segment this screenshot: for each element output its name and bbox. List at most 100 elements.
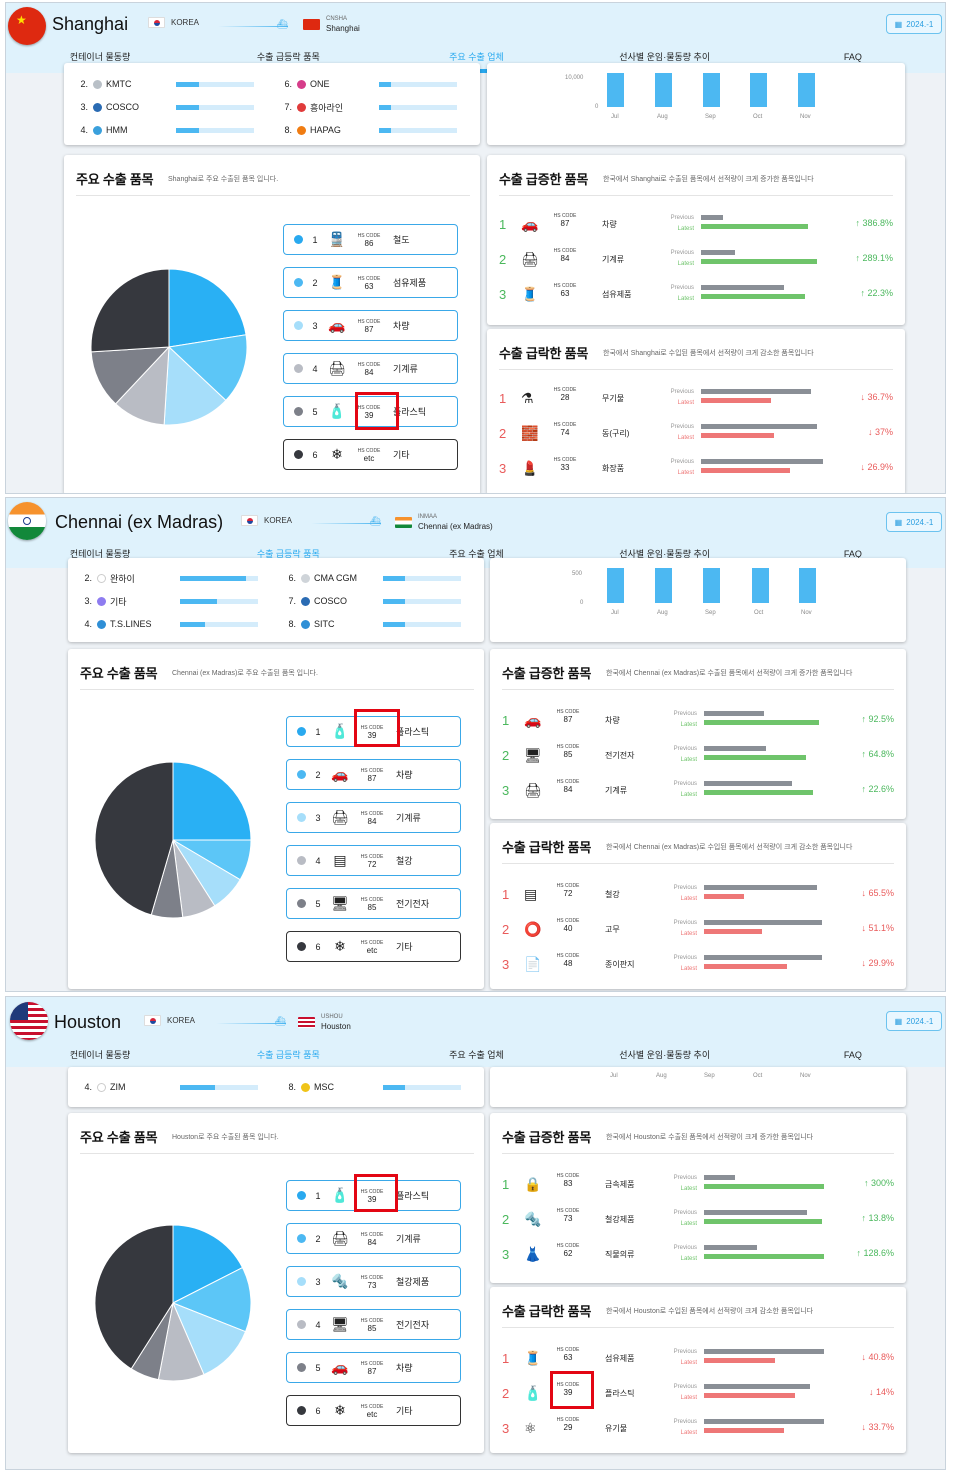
- carrier-bar: [176, 105, 254, 110]
- tab-rise-fall[interactable]: 수출 급등락 품목: [256, 52, 320, 62]
- item-name: 철강: [396, 856, 413, 866]
- carrier-item: 2. KMTC: [80, 79, 132, 89]
- fall-row[interactable]: 3 📄 HS CODE 48 종이판지 Previous Latest ↓ 29.9…: [502, 953, 894, 977]
- items-pie-chart[interactable]: [93, 760, 253, 920]
- rise-row[interactable]: 3 🧵 HS CODE 63 섬유제품 Previous Latest ↑ 22.3…: [499, 283, 893, 307]
- pie-slice[interactable]: [167, 334, 248, 402]
- carrier-bar: [379, 128, 457, 133]
- carrier-item: 8. SITC: [288, 619, 335, 629]
- header: Houston KOREA ⛴ USHOU Houston ▦ 2024.-1 컨테…: [6, 997, 945, 1071]
- rise-row[interactable]: 1 🚗 HS CODE 87 차량 Previous Latest ↑ 386.8%: [499, 213, 893, 237]
- x-axis-tick: Sep: [705, 610, 716, 616]
- previous-bar: [704, 1384, 810, 1389]
- tab-freight[interactable]: 선사별 운임·물동량 추이: [619, 52, 711, 62]
- tab-freight[interactable]: 선사별 운임·물동량 추이: [619, 1050, 711, 1060]
- item-name: 기타: [396, 1406, 413, 1416]
- tab-freight[interactable]: 선사별 운임·물동량 추이: [619, 549, 711, 559]
- legend-item[interactable]: 3 🔩 HS CODE 73 철강제품: [286, 1266, 461, 1297]
- section-subtitle: 한국에서 Chennai (ex Madras)로 수입된 품목에서 선적량이 …: [606, 844, 853, 851]
- legend-item[interactable]: 5 🖥 HS CODE 85 전기전자: [286, 888, 461, 919]
- x-axis-tick: Oct: [753, 114, 763, 120]
- tab-volume[interactable]: 컨테이너 물동량: [69, 1050, 131, 1060]
- tab-faq[interactable]: FAQ: [843, 52, 862, 62]
- fall-row[interactable]: 2 🧴 HS CODE 39 플라스틱 Previous Latest ↓ 14%: [502, 1382, 894, 1406]
- row-rank: 2: [499, 426, 507, 441]
- rise-row[interactable]: 2 🖥 HS CODE 85 전기전자 Previous Latest ↑ 64.8…: [502, 744, 894, 768]
- rise-row[interactable]: 1 🔒 HS CODE 83 금속제품 Previous Latest ↑ 300%: [502, 1173, 894, 1197]
- carrier-item: 7. 흥아라인: [284, 102, 344, 113]
- legend-dot: [294, 450, 303, 459]
- legend-item[interactable]: 2 🖨 HS CODE 84 기계류: [286, 1223, 461, 1254]
- legend-item[interactable]: 2 🚗 HS CODE 87 차량: [286, 759, 461, 790]
- destination: INMAA Chennai (ex Madras): [395, 512, 493, 532]
- pie-slice[interactable]: [94, 761, 174, 916]
- items-pie-chart[interactable]: [93, 1223, 253, 1383]
- rise-row[interactable]: 3 🖨 HS CODE 84 기계류 Previous Latest ↑ 22.6%: [502, 779, 894, 803]
- fall-row[interactable]: 2 🧱 HS CODE 74 동(구리) Previous Latest ↓ 37%: [499, 422, 893, 446]
- legend-item[interactable]: 3 🚗 HS CODE 87 차량: [283, 310, 458, 341]
- tab-exporters[interactable]: 주요 수출 업체: [449, 1050, 504, 1060]
- legend-item[interactable]: 6 ❄ HS CODE etc 기타: [283, 439, 458, 470]
- pie-slice[interactable]: [163, 345, 227, 426]
- carrier-item: 6. CMA CGM: [288, 573, 358, 583]
- item-name: 기계류: [393, 364, 418, 374]
- date-badge[interactable]: ▦ 2024.-1: [886, 512, 942, 532]
- hs-code: HS CODE 39: [360, 1188, 384, 1204]
- fall-row[interactable]: 3 💄 HS CODE 33 화장품 Previous Latest ↓ 26.9%: [499, 457, 893, 481]
- fall-row[interactable]: 3 ⚛ HS CODE 29 유기물 Previous Latest ↓ 33.7%: [502, 1417, 894, 1441]
- latest-bar: [704, 755, 806, 760]
- x-axis-tick: Sep: [704, 1073, 715, 1079]
- hs-code: HS CODE 39: [357, 404, 381, 420]
- main-items-card: 주요 수출 품목 Houston로 주요 수출된 품목 입니다. 1 🧴 HS …: [68, 1113, 484, 1453]
- hs-code: HS CODE 63: [556, 1347, 580, 1362]
- previous-bar: [704, 955, 822, 960]
- pie-slice[interactable]: [172, 1302, 247, 1376]
- hs-code: HS CODE 39: [360, 724, 384, 740]
- route-line: ⛴: [311, 516, 381, 526]
- rise-row[interactable]: 2 🔩 HS CODE 73 철강제품 Previous Latest ↑ 13.8…: [502, 1208, 894, 1232]
- volume-trend-card: 500 0 Jul Aug Sep Oct Nov: [490, 558, 906, 642]
- row-rank: 1: [499, 217, 507, 232]
- legend-item[interactable]: 2 🧵 HS CODE 63 섬유제품: [283, 267, 458, 298]
- pie-slice[interactable]: [172, 761, 252, 841]
- legend-item[interactable]: 1 🧴 HS CODE 39 플라스틱: [286, 1180, 461, 1211]
- legend-item[interactable]: 5 🚗 HS CODE 87 차량: [286, 1352, 461, 1383]
- fall-row[interactable]: 1 🧵 HS CODE 63 섬유제품 Previous Latest ↓ 40.8…: [502, 1347, 894, 1371]
- rise-row[interactable]: 1 🚗 HS CODE 87 차량 Previous Latest ↑ 92.5%: [502, 709, 894, 733]
- row-rank: 1: [502, 1177, 510, 1192]
- fall-row[interactable]: 1 ⚗ HS CODE 28 무기물 Previous Latest ↓ 36.7%: [499, 387, 893, 411]
- pie-slice[interactable]: [171, 1266, 252, 1333]
- items-pie-chart[interactable]: [89, 267, 249, 427]
- tab-volume[interactable]: 컨테이너 물동량: [69, 52, 131, 62]
- volume-bar: [752, 568, 769, 603]
- pie-slice[interactable]: [94, 1224, 174, 1370]
- date-badge[interactable]: ▦ 2024.-1: [886, 1011, 942, 1031]
- legend-item[interactable]: 4 🖥 HS CODE 85 전기전자: [286, 1309, 461, 1340]
- pie-slice[interactable]: [172, 1224, 244, 1304]
- fall-row[interactable]: 1 ▤ HS CODE 72 철강 Previous Latest ↓ 65.5%: [502, 883, 894, 907]
- hs-code: HS CODE 85: [360, 896, 384, 912]
- legend-item[interactable]: 6 ❄ HS CODE etc 기타: [286, 931, 461, 962]
- legend-item[interactable]: 5 🧴 HS CODE 39 플라스틱: [283, 396, 458, 427]
- item-icon: 💄: [521, 460, 539, 476]
- fall-row[interactable]: 2 ⭕ HS CODE 40 고무 Previous Latest ↓ 51.1%: [502, 918, 894, 942]
- legend-item[interactable]: 4 ▤ HS CODE 72 철강: [286, 845, 461, 876]
- pie-slice[interactable]: [168, 268, 247, 348]
- tab-faq[interactable]: FAQ: [843, 1050, 862, 1060]
- legend-item[interactable]: 1 🧴 HS CODE 39 플라스틱: [286, 716, 461, 747]
- rise-row[interactable]: 2 🖨 HS CODE 84 기계류 Previous Latest ↑ 289.1…: [499, 248, 893, 272]
- legend-item[interactable]: 3 🖨 HS CODE 84 기계류: [286, 802, 461, 833]
- tab-exporters[interactable]: 주요 수출 업체: [449, 549, 504, 559]
- rise-row[interactable]: 3 👗 HS CODE 62 직물의류 Previous Latest ↑ 128.…: [502, 1243, 894, 1267]
- carrier-item: 4. HMM: [80, 125, 128, 135]
- y-axis-tick: 0: [580, 600, 584, 606]
- item-name: 플라스틱: [396, 1191, 430, 1201]
- pie-slice[interactable]: [90, 268, 170, 353]
- legend-item[interactable]: 6 ❄ HS CODE etc 기타: [286, 1395, 461, 1426]
- date-badge[interactable]: ▦ 2024.-1: [886, 14, 942, 34]
- legend-item[interactable]: 4 🖨 HS CODE 84 기계류: [283, 353, 458, 384]
- tab-volume[interactable]: 컨테이너 물동량: [69, 549, 131, 559]
- item-name: 섬유제품: [393, 278, 427, 288]
- tab-faq[interactable]: FAQ: [843, 549, 862, 559]
- legend-item[interactable]: 1 🚆 HS CODE 86 철도: [283, 224, 458, 255]
